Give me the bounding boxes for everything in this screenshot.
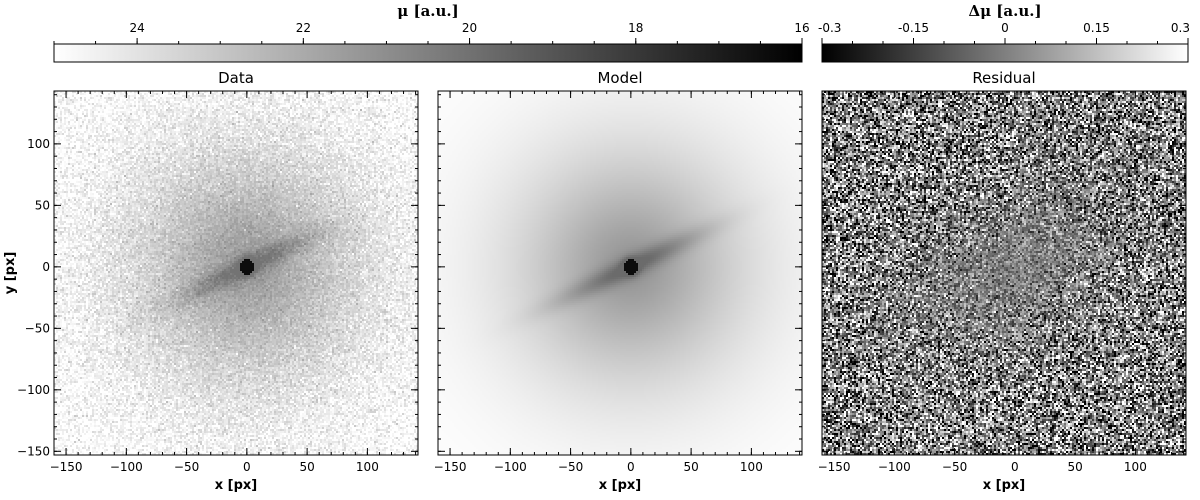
heatmap-image — [822, 91, 1186, 455]
x-tick-label: −50 — [174, 460, 199, 474]
panel-title: Residual — [972, 69, 1035, 87]
colorbar-tick-label: -0.3 — [818, 21, 841, 35]
x-tick-label: −150 — [50, 460, 83, 474]
colorbar-delta-mu: -0.3 -0.15 0 0.15 0.3 Δμ [a.u.] — [818, 2, 1190, 63]
x-tick-label: 50 — [683, 460, 698, 474]
x-tick-label: 0 — [627, 460, 635, 474]
x-tick-label: 50 — [1067, 460, 1082, 474]
panel-model: −150 −100 −50 0 50 100 Model x [px] — [434, 69, 803, 493]
x-tick-label: 100 — [1124, 460, 1147, 474]
colorbar-mu: 24 22 20 18 16 μ [a.u.] — [53, 2, 810, 63]
heatmap-image — [54, 91, 418, 455]
x-tick-label: −150 — [818, 460, 851, 474]
y-axis-label: y [px] — [3, 252, 18, 295]
colorbar-tick-label: 0.15 — [1083, 21, 1110, 35]
x-tick-label: −100 — [878, 460, 911, 474]
x-tick-label: 50 — [299, 460, 314, 474]
y-tick-label: −50 — [25, 321, 50, 335]
colorbar-tick-label: 24 — [129, 21, 144, 35]
y-tick-label: −150 — [17, 444, 50, 458]
colorbar-tick-label: 18 — [628, 21, 643, 35]
colorbar-label: μ [a.u.] — [397, 2, 458, 20]
axes-frame — [437, 90, 803, 456]
colorbar-tick-label: 0 — [1001, 21, 1009, 35]
panel-residual: −150 −100 −50 0 50 100 Residual x [px] — [818, 69, 1187, 493]
x-tick-label: −50 — [942, 460, 967, 474]
colorbar-tick-label: 0.3 — [1171, 21, 1190, 35]
colorbar-tick-label: 16 — [794, 21, 809, 35]
x-axis-label: x [px] — [599, 478, 642, 493]
panel-title: Model — [597, 69, 642, 87]
panel-data: −150 −100 −50 0 50 100 −150 −100 −50 0 50 100 Data x … — [3, 69, 419, 493]
x-tick-label: −50 — [558, 460, 583, 474]
colorbar-tick-label: 20 — [462, 21, 477, 35]
y-tick-label: 100 — [27, 137, 50, 151]
y-tick-label: −100 — [17, 383, 50, 397]
x-axis-label: x [px] — [215, 478, 258, 493]
colorbar-tick-label: -0.15 — [898, 21, 929, 35]
colorbar-tick-label: 22 — [296, 21, 311, 35]
x-tick-label: −100 — [110, 460, 143, 474]
x-tick-label: 0 — [243, 460, 251, 474]
heatmap-image — [438, 91, 802, 455]
axes-frame — [53, 90, 419, 456]
y-tick-label: 0 — [42, 260, 50, 274]
x-tick-label: −100 — [494, 460, 527, 474]
colorbar-gradient — [821, 43, 1189, 63]
x-tick-label: 100 — [740, 460, 763, 474]
colorbar-label: Δμ [a.u.] — [968, 2, 1041, 20]
colorbar-gradient — [53, 43, 803, 63]
panel-title: Data — [218, 69, 254, 87]
x-axis-label: x [px] — [983, 478, 1026, 493]
y-tick-label: 50 — [35, 198, 50, 212]
axes-frame — [821, 90, 1187, 456]
x-tick-label: −150 — [434, 460, 467, 474]
x-tick-label: 100 — [356, 460, 379, 474]
x-tick-label: 0 — [1011, 460, 1019, 474]
